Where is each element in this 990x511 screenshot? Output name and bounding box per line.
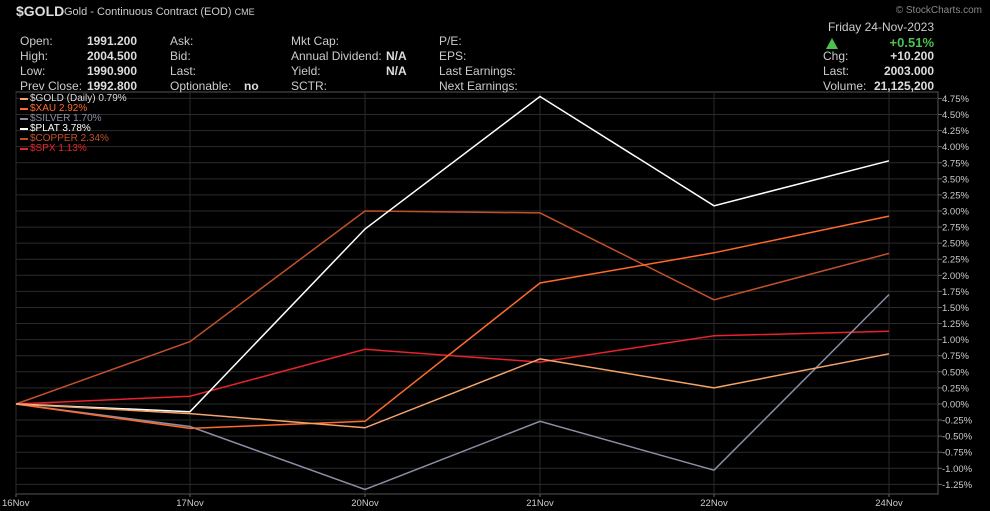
legend-label: $XAU 2.92% (30, 103, 88, 114)
series-line (15, 330, 890, 405)
y-tick-label: 0.00% (942, 399, 969, 410)
legend-label: $SPX 1.13% (30, 143, 87, 154)
chart-legend: $GOLD (Daily) 0.79% $XAU 2.92% $SILVER 1.7… (20, 94, 127, 154)
legend-swatch (20, 128, 28, 130)
legend-item: $SILVER 1.70% (20, 114, 127, 124)
up-triangle-icon (826, 38, 838, 49)
y-tick-label: -1.00% (942, 464, 973, 475)
y-tick-label: 3.00% (942, 206, 969, 217)
x-tick-label: 22Nov (700, 498, 728, 509)
y-tick-label: 1.00% (942, 335, 969, 346)
y-tick-label: 3.25% (942, 190, 969, 201)
quote-value: 21,125,200 (873, 79, 934, 93)
series-line (15, 210, 890, 405)
x-tick-label: 17Nov (176, 498, 204, 509)
series-line (15, 215, 890, 430)
quote-label: Mkt Cap: (291, 34, 340, 48)
y-tick-label: 1.50% (942, 303, 969, 314)
quote-label: Next Earnings: (439, 79, 518, 93)
legend-swatch (20, 98, 28, 100)
quote-value: 1990.900 (86, 64, 137, 78)
change-percent: +0.51% (889, 35, 934, 50)
x-tick-label: 20Nov (351, 498, 379, 509)
quote-value: 2004.500 (86, 49, 137, 63)
quote-label: Last: (823, 64, 850, 78)
y-tick-label: 3.75% (942, 158, 969, 169)
y-tick-label: 2.25% (942, 255, 969, 266)
quote-label: Last Earnings: (439, 64, 516, 78)
y-tick-label: -1.25% (942, 480, 973, 491)
quote-label: Volume: (823, 79, 867, 93)
legend-swatch (20, 108, 28, 110)
quote-label: Chg: (823, 49, 849, 63)
series-line (15, 353, 890, 429)
legend-item: $GOLD (Daily) 0.79% (20, 94, 127, 104)
quote-label: Prev Close: (20, 79, 83, 93)
symbol-label: $GOLD (16, 3, 65, 19)
y-tick-label: 3.50% (942, 174, 969, 185)
y-tick-label: 1.75% (942, 287, 969, 298)
legend-item: $PLAT 3.78% (20, 124, 127, 134)
plot-area (15, 91, 939, 495)
legend-label: $SILVER 1.70% (30, 113, 102, 124)
legend-swatch (20, 148, 28, 150)
quote-label: SCTR: (291, 79, 327, 93)
legend-label: $COPPER 2.34% (30, 133, 109, 144)
quote-label: Optionable: (170, 79, 232, 93)
quote-label: P/E: (439, 34, 462, 48)
legend-label: $GOLD (Daily) 0.79% (30, 93, 127, 104)
date-label: Friday 24-Nov-2023 (827, 20, 934, 34)
y-tick-label: -0.25% (942, 416, 973, 427)
quote-label: Annual Dividend: (291, 49, 382, 63)
quote-value: 2003.000 (883, 64, 934, 78)
quote-label: Last: (170, 64, 197, 78)
legend-item: $XAU 2.92% (20, 104, 127, 114)
legend-swatch (20, 118, 28, 120)
description-label: Gold - Continuous Contract (EOD) CME (64, 6, 255, 18)
quote-label: Yield: (291, 64, 321, 78)
y-tick-label: -0.75% (942, 448, 973, 459)
legend-item: $SPX 1.13% (20, 144, 127, 154)
y-tick-label: 4.75% (942, 94, 969, 105)
x-tick-label: 16Nov (2, 498, 30, 509)
y-tick-label: 4.00% (942, 142, 969, 153)
quote-value: +10.200 (890, 49, 934, 63)
quote-value: no (244, 79, 259, 93)
y-tick-label: 1.25% (942, 319, 969, 330)
y-tick-label: 0.25% (942, 383, 969, 394)
chart-header: $GOLD Gold - Continuous Contract (EOD) C… (0, 0, 990, 20)
quote-label: EPS: (439, 49, 467, 63)
y-tick-label: 0.50% (942, 367, 969, 378)
quote-value: 1991.200 (86, 34, 137, 48)
quote-value: N/A (386, 49, 407, 63)
series-line (15, 294, 890, 491)
y-tick-label: 2.75% (942, 223, 969, 234)
y-tick-label: -0.50% (942, 432, 973, 443)
quote-value: 1992.800 (86, 79, 137, 93)
legend-label: $PLAT 3.78% (30, 123, 91, 134)
series-line (15, 95, 890, 413)
y-tick-label: 4.50% (942, 110, 969, 121)
y-tick-label: 4.25% (942, 126, 969, 137)
y-tick-label: 2.50% (942, 239, 969, 250)
quote-label: Ask: (170, 34, 194, 48)
watermark: © StockCharts.com (895, 5, 982, 16)
quote-label: Low: (20, 64, 46, 78)
quote-label: Bid: (170, 49, 191, 63)
legend-item: $COPPER 2.34% (20, 134, 127, 144)
quote-value: N/A (386, 64, 407, 78)
y-tick-label: 2.00% (942, 271, 969, 282)
legend-swatch (20, 138, 28, 140)
quote-label: High: (20, 49, 49, 63)
x-tick-label: 24Nov (875, 498, 903, 509)
quote-label: Open: (20, 34, 53, 48)
y-tick-label: 0.75% (942, 351, 969, 362)
x-tick-label: 21Nov (526, 498, 554, 509)
